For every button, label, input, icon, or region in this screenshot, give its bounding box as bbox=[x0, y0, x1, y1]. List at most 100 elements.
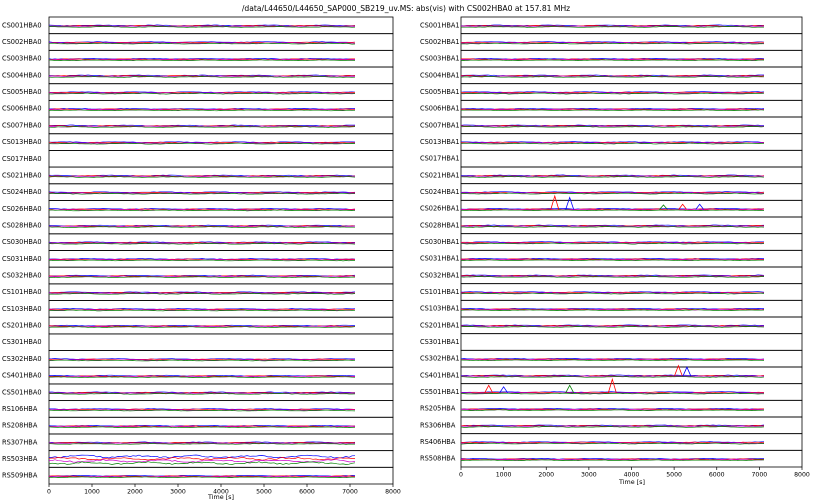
station-label: CS032HBA0 bbox=[2, 272, 42, 280]
station-label: CS302HBA0 bbox=[2, 355, 42, 363]
station-panel: CS013HBA0 bbox=[2, 133, 394, 151]
station-label: CS030HBA0 bbox=[2, 238, 42, 246]
station-panel: CS006HBA1 bbox=[420, 99, 803, 118]
station-label: CS030HBA1 bbox=[420, 238, 460, 246]
series-line bbox=[48, 359, 356, 362]
station-panel: CS028HBA1 bbox=[420, 216, 803, 235]
x-tick-label: 1000 bbox=[84, 489, 100, 496]
station-label: CS002HBA1 bbox=[420, 38, 460, 46]
x-tick-label: 3000 bbox=[581, 472, 597, 479]
x-tick-label: 4000 bbox=[624, 472, 640, 479]
series-line bbox=[49, 26, 356, 28]
spike-mark bbox=[607, 377, 617, 393]
series-line bbox=[460, 292, 765, 294]
series-line bbox=[48, 192, 355, 195]
station-panel: CS030HBA0 bbox=[2, 233, 394, 251]
station-panel: CS026HBA0 bbox=[2, 200, 394, 218]
station-label: CS103HBA0 bbox=[2, 305, 42, 313]
station-panel: RS306HBA bbox=[420, 416, 803, 435]
x-tick-label: 8000 bbox=[385, 489, 401, 496]
chart-title: /data/L44650/L44650_SAP000_SB219_uv.MS: … bbox=[242, 4, 570, 13]
station-panel: CS026HBA1 bbox=[420, 194, 803, 218]
series-line bbox=[460, 92, 765, 94]
series-line bbox=[460, 276, 764, 278]
series-line bbox=[48, 226, 355, 228]
station-panel: CS024HBA0 bbox=[2, 183, 394, 201]
x-tick-label: 1000 bbox=[496, 472, 512, 479]
series-line bbox=[48, 191, 355, 194]
series-line bbox=[460, 224, 765, 227]
x-tick-label: 5000 bbox=[256, 489, 272, 496]
series-line bbox=[48, 457, 355, 461]
series-line bbox=[460, 459, 764, 462]
series-line bbox=[460, 192, 765, 195]
panel-frame bbox=[460, 149, 803, 168]
station-panel: RS205HBA bbox=[420, 399, 803, 418]
x-tick-label: 2000 bbox=[127, 489, 143, 496]
series-line bbox=[460, 442, 765, 445]
station-label: RS406HBA bbox=[420, 438, 456, 446]
station-panel: CS017HBA1 bbox=[420, 149, 803, 168]
series-line bbox=[48, 126, 356, 128]
station-panel: CS021HBA0 bbox=[2, 166, 394, 185]
series-line bbox=[460, 42, 765, 45]
station-label: RS503HBA bbox=[2, 455, 38, 463]
spike-mark bbox=[550, 194, 560, 210]
series-line bbox=[48, 325, 355, 328]
station-panel: CS002HBA0 bbox=[2, 33, 394, 51]
station-label: CS101HBA0 bbox=[2, 288, 42, 296]
station-label: CS301HBA1 bbox=[420, 338, 460, 346]
station-panel: CS006HBA0 bbox=[2, 99, 394, 118]
station-panel: CS103HBA0 bbox=[2, 300, 394, 318]
station-panel: CS401HBA1 bbox=[420, 364, 803, 385]
station-label: CS026HBA0 bbox=[2, 205, 42, 213]
station-label: RS208HBA bbox=[2, 422, 38, 430]
series-line bbox=[48, 208, 356, 211]
station-panel: CS004HBA0 bbox=[2, 66, 394, 85]
series-line bbox=[460, 75, 764, 78]
left-panel-stack: CS001HBA0 CS002HBA0 CS003HBA0 CS004HBA0 CS00… bbox=[2, 16, 394, 485]
station-label: CS006HBA0 bbox=[2, 105, 42, 113]
series-line bbox=[48, 57, 356, 60]
series-line bbox=[460, 126, 765, 128]
station-label: RS205HBA bbox=[420, 405, 456, 413]
station-panel: RS503HBA bbox=[2, 450, 394, 468]
spike-mark bbox=[695, 203, 705, 210]
station-panel: CS103HBA1 bbox=[420, 299, 803, 318]
spike-mark bbox=[678, 203, 687, 210]
station-panel: CS021HBA1 bbox=[420, 166, 803, 185]
series-line bbox=[460, 407, 764, 410]
series-line bbox=[48, 308, 356, 310]
station-label: CS004HBA0 bbox=[2, 71, 42, 79]
spike-mark bbox=[659, 204, 668, 210]
station-label: CS201HBA1 bbox=[420, 321, 460, 329]
station-label: CS007HBA0 bbox=[2, 121, 42, 129]
series-line bbox=[461, 242, 765, 245]
left-x-axis-label: Time [s] bbox=[207, 493, 234, 501]
x-tick-label: 5000 bbox=[666, 472, 682, 479]
station-label: CS301HBA0 bbox=[2, 338, 42, 346]
station-label: CS001HBA1 bbox=[420, 21, 460, 29]
station-label: CS026HBA1 bbox=[420, 205, 460, 213]
station-panel: CS032HBA0 bbox=[2, 266, 394, 285]
station-panel: CS030HBA1 bbox=[420, 233, 803, 251]
station-label: CS007HBA1 bbox=[420, 121, 460, 129]
station-label: CS028HBA1 bbox=[420, 221, 460, 229]
series-line bbox=[48, 375, 356, 378]
station-panel: CS007HBA1 bbox=[420, 116, 803, 135]
station-label: CS201HBA0 bbox=[2, 322, 42, 330]
series-line bbox=[460, 76, 764, 78]
series-line bbox=[460, 209, 765, 212]
series-line bbox=[48, 259, 355, 262]
series-line bbox=[461, 391, 765, 393]
series-line bbox=[48, 76, 356, 78]
station-panel: CS101HBA1 bbox=[420, 283, 803, 301]
station-panel: CS007HBA0 bbox=[2, 116, 394, 135]
spike-mark bbox=[565, 384, 575, 394]
station-label: CS002HBA0 bbox=[2, 38, 42, 46]
series-line bbox=[49, 41, 356, 44]
series-line bbox=[460, 59, 765, 62]
station-label: CS101HBA1 bbox=[420, 288, 460, 296]
series-line bbox=[460, 392, 764, 395]
series-line bbox=[460, 376, 765, 378]
